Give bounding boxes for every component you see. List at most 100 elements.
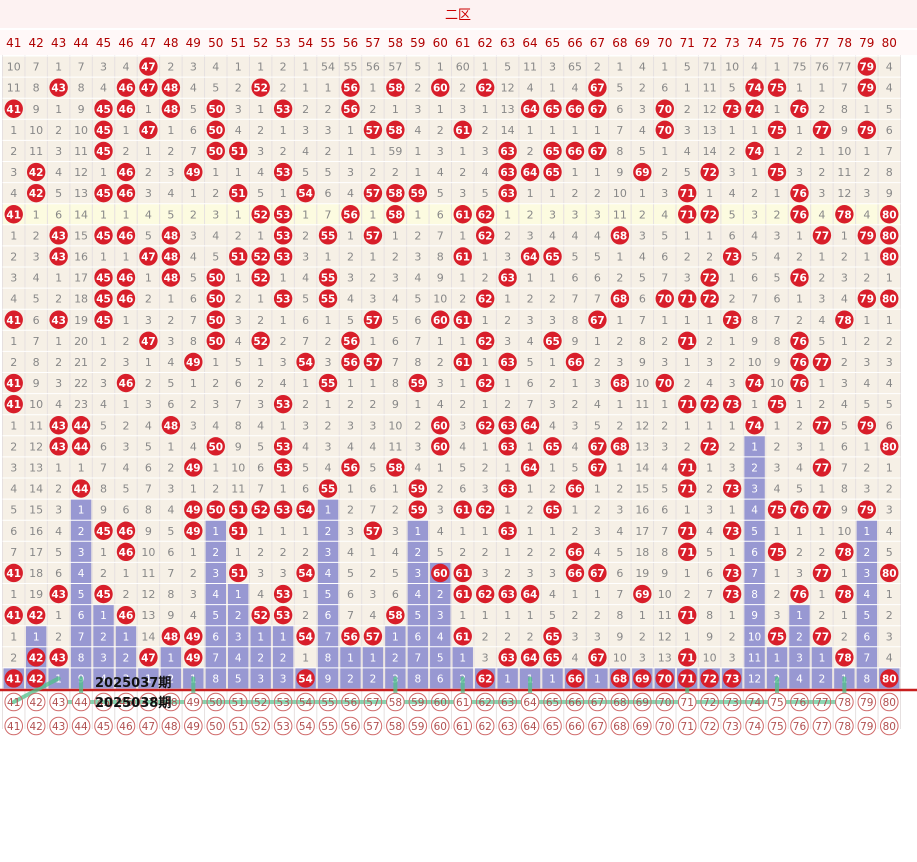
missing-count: 1 <box>482 61 489 74</box>
ball-number: 57 <box>366 125 381 137</box>
ball <box>857 289 877 308</box>
missing-count: 1 <box>459 377 466 390</box>
footer-ball <box>790 716 809 736</box>
header-number: 73 <box>724 36 739 50</box>
missing-count: 4 <box>55 166 62 179</box>
missing-count: 4 <box>594 398 601 411</box>
ball <box>386 205 405 224</box>
ball <box>49 437 68 456</box>
missing-count: 12 <box>748 673 761 685</box>
missing-count: 4 <box>751 505 758 517</box>
missing-count: 3 <box>167 335 174 348</box>
footer-ball <box>184 716 203 736</box>
missing-count: 2 <box>235 82 242 95</box>
footer-ball <box>812 716 832 736</box>
missing-count: 8 <box>33 356 40 369</box>
missing-count: 2 <box>100 631 107 643</box>
ball <box>341 458 360 477</box>
ball-number: 78 <box>837 589 852 601</box>
missing-count: 4 <box>212 419 219 432</box>
missing-count: 1 <box>257 356 264 369</box>
ball-number: 43 <box>51 83 66 95</box>
missing-count: 1 <box>100 250 107 263</box>
missing-count: 2 <box>325 419 332 432</box>
ball-number: 56 <box>343 83 358 95</box>
missing-count: 5 <box>863 610 870 622</box>
ball-number: 59 <box>411 505 426 517</box>
missing-count: 1 <box>796 398 803 411</box>
ball <box>700 669 719 688</box>
footer-ball <box>273 716 293 736</box>
ball-number: 63 <box>500 146 515 158</box>
missing-count: 2 <box>347 504 354 517</box>
missing-count: 3 <box>841 272 848 285</box>
footer-number: 72 <box>703 721 716 733</box>
footer-ball <box>588 716 607 736</box>
missing-count: 1 <box>818 250 825 263</box>
missing-count: 11 <box>613 208 627 221</box>
missing-count: 9 <box>78 103 85 116</box>
ball-number: 80 <box>882 441 897 453</box>
missing-count: 4 <box>886 82 893 95</box>
footer-number: 63 <box>501 721 514 733</box>
ball <box>431 563 450 583</box>
missing-count: 1 <box>10 124 17 137</box>
missing-count: 1 <box>729 609 736 622</box>
missing-count: 3 <box>212 398 219 411</box>
footer-number: 54 <box>299 697 313 709</box>
missing-count: 10 <box>658 588 672 601</box>
ball <box>857 120 877 140</box>
ball <box>184 162 203 182</box>
header-number: 50 <box>208 36 223 50</box>
missing-count: 7 <box>302 335 309 348</box>
ball-number: 47 <box>141 336 156 348</box>
missing-count: 5 <box>616 82 623 95</box>
ball-number: 51 <box>231 568 246 580</box>
missing-count: 5 <box>257 187 264 200</box>
header-number: 54 <box>298 36 313 50</box>
missing-count: 2 <box>212 377 219 390</box>
ball <box>184 352 203 372</box>
ball-number: 63 <box>500 167 515 179</box>
missing-count: 5 <box>392 567 399 580</box>
footer-ball <box>430 692 450 712</box>
footer-ball <box>677 692 697 712</box>
missing-count: 2 <box>594 356 601 369</box>
missing-count: 5 <box>257 440 264 453</box>
ball <box>363 226 383 245</box>
ball <box>857 78 877 97</box>
missing-count: 14 <box>703 145 717 158</box>
missing-count: 5 <box>325 166 332 179</box>
missing-count: 1 <box>819 652 826 664</box>
missing-count: 1 <box>437 61 444 74</box>
ball <box>273 500 293 519</box>
ball <box>251 247 270 266</box>
missing-count: 1 <box>684 229 691 242</box>
missing-count: 2 <box>886 609 893 622</box>
missing-count: 6 <box>33 314 40 327</box>
missing-count: 1 <box>459 335 466 348</box>
missing-count: 3 <box>212 208 219 221</box>
ball-number: 80 <box>882 568 897 580</box>
ball <box>475 669 495 688</box>
missing-count: 4 <box>347 546 354 559</box>
missing-count: 4 <box>594 229 601 242</box>
ball-number: 52 <box>253 251 268 263</box>
footer-ball <box>565 716 585 736</box>
missing-count: 17 <box>29 546 43 559</box>
ball-number: 50 <box>208 273 223 285</box>
missing-count: 9 <box>145 525 152 538</box>
missing-count: 4 <box>55 398 62 411</box>
ball-number: 60 <box>433 83 448 95</box>
ball-number: 61 <box>455 589 470 601</box>
missing-count: 4 <box>190 440 197 453</box>
footer-number: 54 <box>299 721 313 733</box>
ball-number: 42 <box>29 673 44 685</box>
header-number: 60 <box>433 36 448 50</box>
missing-count: 1 <box>280 314 287 327</box>
missing-count: 3 <box>661 356 668 369</box>
ball-number: 63 <box>500 357 515 369</box>
ball <box>184 500 203 519</box>
missing-count: 3 <box>33 250 40 263</box>
footer-ball <box>49 692 68 712</box>
